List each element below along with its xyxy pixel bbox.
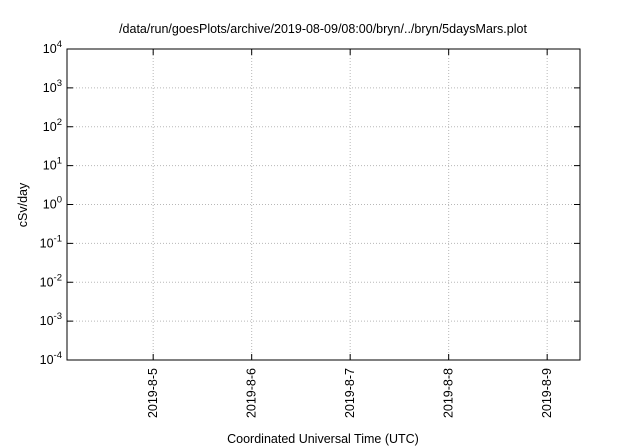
x-tick-label: 2019-8-9 <box>540 368 554 418</box>
x-tick-label: 2019-8-6 <box>245 368 259 418</box>
y-tick-label: 103 <box>43 78 62 95</box>
y-tick-label: 10-2 <box>40 272 62 289</box>
plot-frame <box>66 48 581 361</box>
ticks: 10-4 10-3 10-2 10-1 100 101 102 103 104 2019-8-5 2… <box>40 39 580 418</box>
y-tick-label: 100 <box>43 195 62 212</box>
y-tick-label: 10-4 <box>40 350 62 367</box>
y-axis-label: cSv/day <box>16 182 30 227</box>
y-tick-label: 10-3 <box>40 311 62 328</box>
y-tick-label: 104 <box>43 39 62 56</box>
chart-title: /data/run/goesPlots/archive/2019-08-09/0… <box>119 22 527 36</box>
grid <box>67 49 580 360</box>
x-axis-label: Coordinated Universal Time (UTC) <box>227 432 419 446</box>
y-tick-label: 10-1 <box>40 233 62 250</box>
y-tick-label: 102 <box>43 117 62 134</box>
x-tick-label: 2019-8-8 <box>442 368 456 418</box>
x-tick-label: 2019-8-5 <box>146 368 160 418</box>
x-tick-label: 2019-8-7 <box>343 368 357 418</box>
y-tick-label: 101 <box>43 156 62 173</box>
